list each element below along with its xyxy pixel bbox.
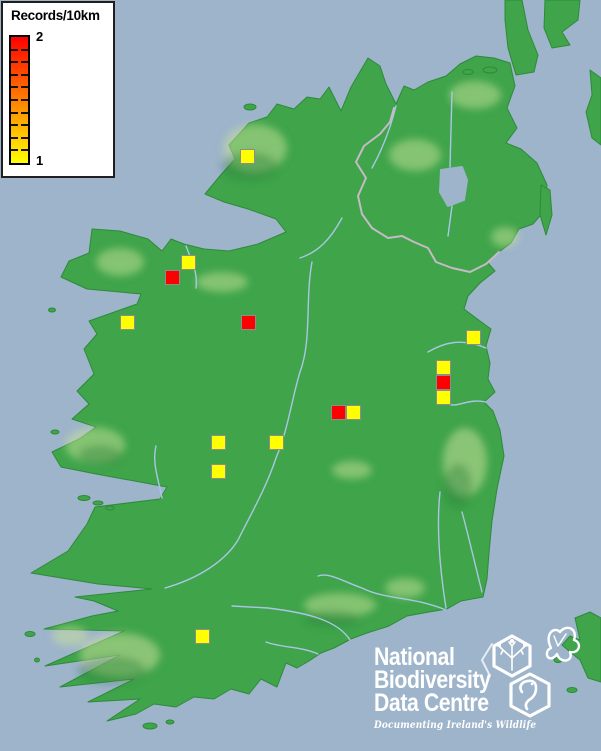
legend-min-label: 1 (36, 153, 44, 168)
record-square[interactable] (211, 435, 226, 450)
legend-ticks-left (11, 37, 18, 163)
legend-max-label: 2 (36, 29, 44, 44)
ndbc-logo: National Biodiversity Data Centre Docume… (372, 626, 600, 748)
logo-line-1: National (374, 643, 455, 671)
logo-hexagon-icons (481, 626, 581, 718)
record-square[interactable] (195, 629, 210, 644)
legend-colorbar (9, 35, 30, 165)
scotland-coast (462, 0, 601, 236)
record-square[interactable] (331, 405, 346, 420)
rivers (153, 91, 487, 655)
record-square[interactable] (165, 270, 180, 285)
record-square[interactable] (436, 390, 451, 405)
lough-neagh-lake (439, 166, 468, 207)
legend-ticks-right (21, 37, 28, 163)
record-square[interactable] (436, 360, 451, 375)
record-square[interactable] (346, 405, 361, 420)
relief-shading (52, 81, 519, 684)
record-square[interactable] (120, 315, 135, 330)
record-square[interactable] (211, 464, 226, 479)
record-square[interactable] (241, 315, 256, 330)
legend-panel: Records/10km 2 1 (1, 1, 115, 178)
legend-title: Records/10km (11, 8, 100, 23)
dandelion-hexagon-icon (492, 634, 532, 678)
record-square[interactable] (181, 255, 196, 270)
record-square[interactable] (269, 435, 284, 450)
logo-line-3: Data Centre (374, 689, 489, 717)
record-square[interactable] (466, 330, 481, 345)
ndbc-logo-text: National Biodiversity Data Centre Docume… (374, 643, 537, 732)
record-square[interactable] (436, 375, 451, 390)
ireland-landmass (24, 55, 548, 730)
seahorse-hexagon-icon (509, 672, 551, 718)
ni-border-line (355, 107, 500, 273)
logo-tagline: Documenting Ireland's Wildlife (374, 719, 537, 731)
butterfly-icon (545, 626, 581, 662)
logo-line-2: Biodiversity (374, 666, 491, 694)
record-square[interactable] (240, 149, 255, 164)
